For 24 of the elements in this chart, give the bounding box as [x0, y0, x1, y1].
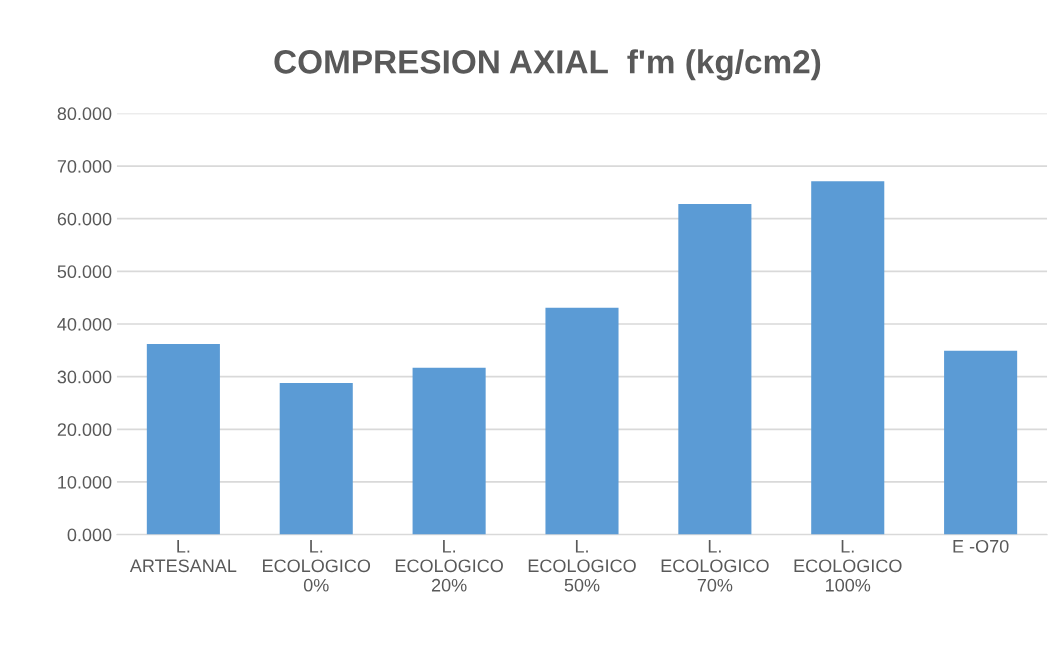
x-tick-label: L. ECOLOGICO 50% [528, 540, 636, 592]
bar [545, 307, 619, 535]
bar [944, 350, 1018, 535]
bar [811, 181, 885, 535]
y-tick-label: 50.000 [57, 265, 112, 279]
x-tick-label: L. ECOLOGICO 0% [263, 540, 371, 592]
x-tick-label: E -O70 [953, 539, 1009, 553]
x-tick-label: L. ECOLOGICO 100% [794, 540, 902, 592]
y-tick-label: 80.000 [57, 107, 112, 121]
y-tick-label: 30.000 [57, 370, 112, 384]
y-tick-label: 20.000 [57, 423, 112, 437]
bar [678, 203, 752, 535]
y-tick-label: 10.000 [58, 475, 112, 489]
chart-title: COMPRESION AXIAL f'm (kg/cm2) [274, 49, 821, 81]
y-tick-label: 40.000 [57, 317, 112, 331]
y-tick-label: 70.000 [57, 159, 112, 173]
bar [279, 382, 353, 535]
bar [146, 344, 220, 535]
y-tick-label: 0.000 [67, 528, 112, 542]
x-tick-label: L. ECOLOGICO 20% [395, 540, 503, 592]
x-tick-label: L. ARTESANAL [129, 540, 237, 573]
x-tick-label: L. ECOLOGICO 70% [661, 540, 769, 592]
bar [412, 367, 486, 535]
y-tick-label: 60.000 [57, 212, 112, 226]
